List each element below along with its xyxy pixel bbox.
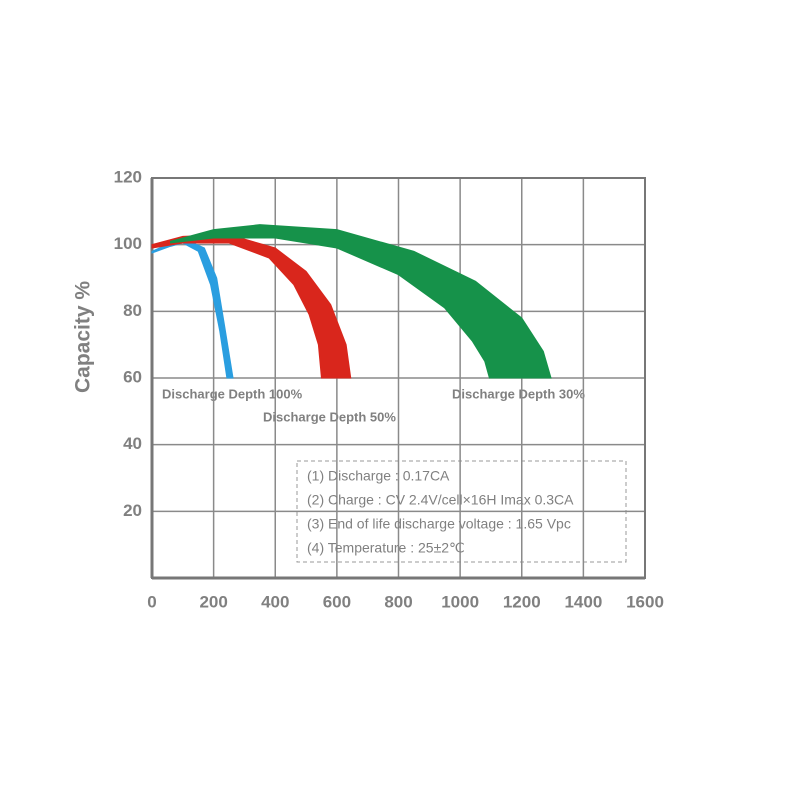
x-tick-label: 1000 xyxy=(441,592,479,611)
y-tick-label: 120 xyxy=(114,167,142,186)
note-line: (3) End of life discharge voltage : 1.65… xyxy=(307,516,571,532)
y-tick-label: 40 xyxy=(123,434,142,453)
series-label: Discharge Depth 30% xyxy=(452,386,585,401)
note-line: (4) Temperature : 25±2℃ xyxy=(307,540,465,556)
x-tick-label: 400 xyxy=(261,592,289,611)
x-tick-label: 600 xyxy=(323,592,351,611)
x-tick-label: 800 xyxy=(384,592,412,611)
x-tick-label: 1200 xyxy=(503,592,541,611)
series-label: Discharge Depth 50% xyxy=(263,409,396,424)
y-tick-label: 100 xyxy=(114,234,142,253)
x-tick-label: 0 xyxy=(147,592,156,611)
note-line: (1) Discharge : 0.17CA xyxy=(307,468,450,484)
x-tick-label: 1600 xyxy=(626,592,664,611)
note-line: (2) Charge : CV 2.4V/cell×16H Imax 0.3CA xyxy=(307,492,574,508)
y-tick-label: 60 xyxy=(123,367,142,386)
x-tick-label: 1400 xyxy=(564,592,602,611)
y-axis-label: Capacity % xyxy=(72,281,95,393)
x-tick-label: 200 xyxy=(199,592,227,611)
capacity-band xyxy=(151,234,352,379)
y-tick-label: 20 xyxy=(123,501,142,520)
series-label: Discharge Depth 100% xyxy=(162,386,303,401)
capacity-band xyxy=(169,224,552,379)
capacity-band xyxy=(151,239,234,379)
y-tick-label: 80 xyxy=(123,301,142,320)
